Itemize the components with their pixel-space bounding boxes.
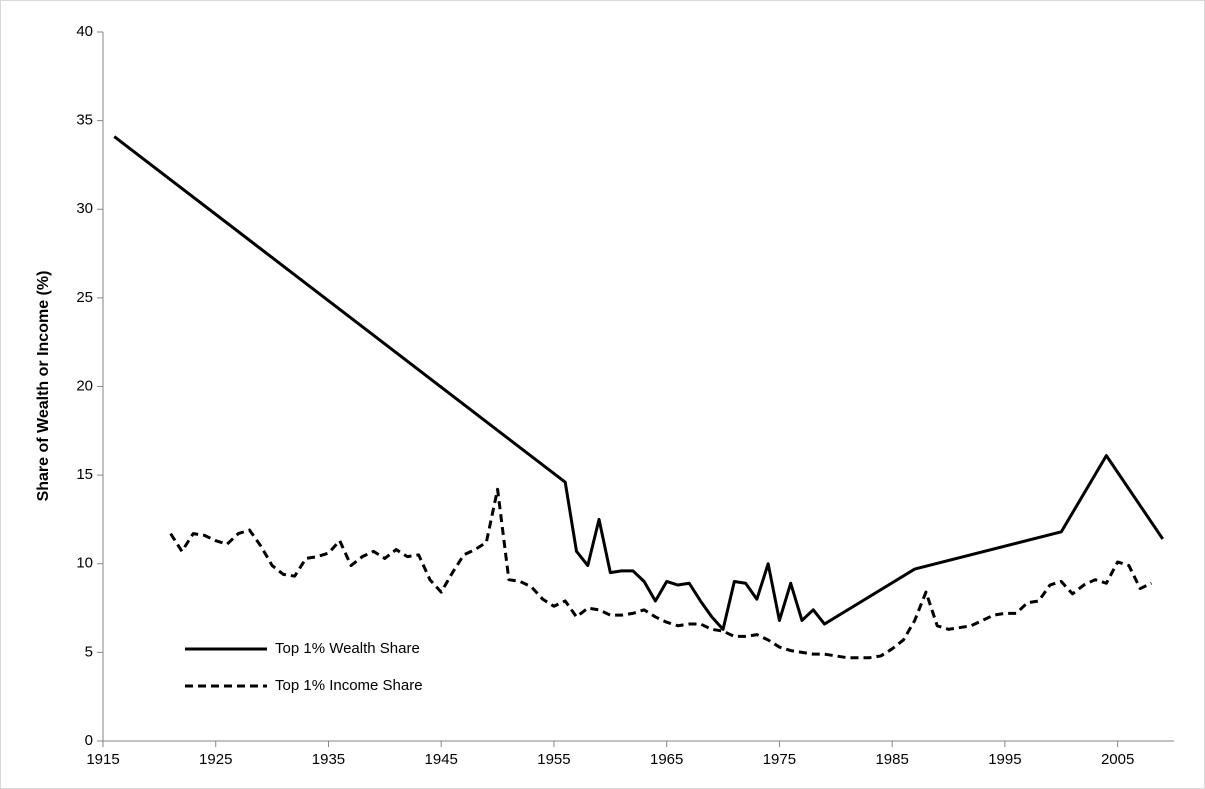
y-tick-label: 40 [76, 23, 93, 40]
y-tick-label: 0 [85, 732, 93, 749]
x-tick-label: 1945 [425, 751, 458, 768]
x-tick-label: 1955 [537, 751, 570, 768]
x-tick-label: 1985 [875, 751, 908, 768]
legend-label: Top 1% Wealth Share [275, 640, 420, 657]
y-tick-label: 10 [76, 555, 93, 572]
y-tick-label: 5 [85, 643, 93, 660]
y-tick-label: 15 [76, 466, 93, 483]
x-tick-label: 1915 [86, 751, 119, 768]
x-tick-label: 1975 [763, 751, 796, 768]
x-tick-label: 1925 [199, 751, 232, 768]
data-line [113, 135, 1164, 631]
y-tick-label: 30 [76, 200, 93, 217]
data-line [169, 487, 1153, 660]
x-tick-label: 1935 [312, 751, 345, 768]
y-tick-label: 20 [76, 377, 93, 394]
y-tick-label: 35 [76, 112, 93, 129]
y-tick-label: 25 [76, 289, 93, 306]
x-tick-label: 1965 [650, 751, 683, 768]
y-axis-title: Share of Wealth or Income (%) [35, 271, 52, 502]
legend-label: Top 1% Income Share [275, 677, 423, 694]
x-tick-label: 1995 [988, 751, 1021, 768]
x-tick-label: 2005 [1101, 751, 1134, 768]
